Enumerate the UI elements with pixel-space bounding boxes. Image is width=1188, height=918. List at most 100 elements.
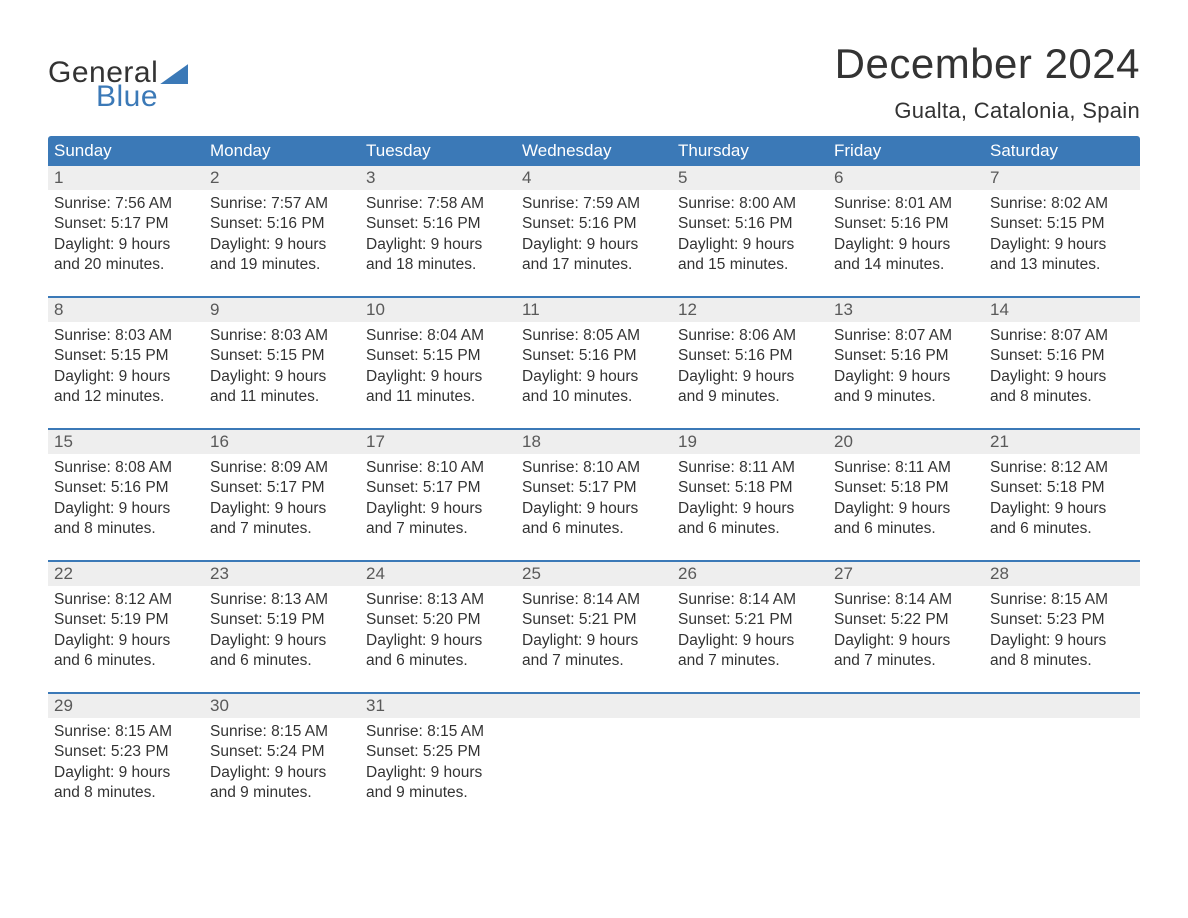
sunset-line: Sunset: 5:16 PM (522, 346, 666, 366)
weekday-friday: Friday (828, 136, 984, 166)
sunset-line: Sunset: 5:16 PM (990, 346, 1134, 366)
day-number: 29 (48, 694, 204, 718)
daylight-line-2: and 10 minutes. (522, 387, 666, 407)
day-number-row: 24 (360, 562, 516, 586)
location: Gualta, Catalonia, Spain (835, 98, 1140, 124)
day-body: Sunrise: 8:15 AMSunset: 5:25 PMDaylight:… (360, 718, 516, 808)
day-body: Sunrise: 8:13 AMSunset: 5:20 PMDaylight:… (360, 586, 516, 676)
sunset-line: Sunset: 5:23 PM (990, 610, 1134, 630)
logo-text-blue: Blue (96, 82, 158, 112)
weekday-tuesday: Tuesday (360, 136, 516, 166)
daylight-line-1: Daylight: 9 hours (522, 499, 666, 519)
daylight-line-2: and 11 minutes. (366, 387, 510, 407)
calendar-day: 23Sunrise: 8:13 AMSunset: 5:19 PMDayligh… (204, 562, 360, 680)
day-number-row: 14 (984, 298, 1140, 322)
day-number-row: 25 (516, 562, 672, 586)
daylight-line-1: Daylight: 9 hours (366, 763, 510, 783)
calendar-day: 29Sunrise: 8:15 AMSunset: 5:23 PMDayligh… (48, 694, 204, 812)
day-number-row: 28 (984, 562, 1140, 586)
daylight-line-1: Daylight: 9 hours (210, 235, 354, 255)
day-body: Sunrise: 8:13 AMSunset: 5:19 PMDaylight:… (204, 586, 360, 676)
day-body: Sunrise: 7:57 AMSunset: 5:16 PMDaylight:… (204, 190, 360, 280)
day-number: 16 (204, 430, 360, 454)
calendar-day: 24Sunrise: 8:13 AMSunset: 5:20 PMDayligh… (360, 562, 516, 680)
day-number-row: 18 (516, 430, 672, 454)
sunrise-line: Sunrise: 8:01 AM (834, 194, 978, 214)
day-body: Sunrise: 8:15 AMSunset: 5:23 PMDaylight:… (984, 586, 1140, 676)
calendar-day: 7Sunrise: 8:02 AMSunset: 5:15 PMDaylight… (984, 166, 1140, 284)
calendar-day: 19Sunrise: 8:11 AMSunset: 5:18 PMDayligh… (672, 430, 828, 548)
day-number-row: 26 (672, 562, 828, 586)
daylight-line-2: and 7 minutes. (522, 651, 666, 671)
daylight-line-1: Daylight: 9 hours (54, 235, 198, 255)
daylight-line-1: Daylight: 9 hours (834, 235, 978, 255)
calendar-day: 4Sunrise: 7:59 AMSunset: 5:16 PMDaylight… (516, 166, 672, 284)
sunset-line: Sunset: 5:21 PM (678, 610, 822, 630)
calendar-day: . (984, 694, 1140, 812)
day-number: 27 (828, 562, 984, 586)
sunset-line: Sunset: 5:16 PM (54, 478, 198, 498)
daylight-line-1: Daylight: 9 hours (54, 499, 198, 519)
daylight-line-1: Daylight: 9 hours (834, 631, 978, 651)
logo-triangle-icon (160, 64, 188, 84)
day-number-row: . (672, 694, 828, 718)
sunset-line: Sunset: 5:15 PM (990, 214, 1134, 234)
day-body: Sunrise: 8:07 AMSunset: 5:16 PMDaylight:… (828, 322, 984, 412)
sunrise-line: Sunrise: 8:12 AM (990, 458, 1134, 478)
daylight-line-1: Daylight: 9 hours (210, 367, 354, 387)
sunrise-line: Sunrise: 8:06 AM (678, 326, 822, 346)
day-number-row: 11 (516, 298, 672, 322)
calendar-page: General Blue December 2024 Gualta, Catal… (0, 0, 1188, 852)
daylight-line-1: Daylight: 9 hours (834, 499, 978, 519)
day-body: Sunrise: 8:03 AMSunset: 5:15 PMDaylight:… (48, 322, 204, 412)
day-number: 28 (984, 562, 1140, 586)
sunrise-line: Sunrise: 8:03 AM (210, 326, 354, 346)
calendar-week: 8Sunrise: 8:03 AMSunset: 5:15 PMDaylight… (48, 296, 1140, 416)
daylight-line-2: and 9 minutes. (210, 783, 354, 803)
day-number-row: 20 (828, 430, 984, 454)
daylight-line-1: Daylight: 9 hours (366, 235, 510, 255)
daylight-line-2: and 7 minutes. (678, 651, 822, 671)
day-number-row: 19 (672, 430, 828, 454)
sunset-line: Sunset: 5:16 PM (522, 214, 666, 234)
daylight-line-2: and 7 minutes. (834, 651, 978, 671)
sunset-line: Sunset: 5:24 PM (210, 742, 354, 762)
sunset-line: Sunset: 5:20 PM (366, 610, 510, 630)
daylight-line-2: and 18 minutes. (366, 255, 510, 275)
calendar-day: 20Sunrise: 8:11 AMSunset: 5:18 PMDayligh… (828, 430, 984, 548)
daylight-line-1: Daylight: 9 hours (54, 631, 198, 651)
day-number-row: 2 (204, 166, 360, 190)
sunset-line: Sunset: 5:16 PM (210, 214, 354, 234)
daylight-line-1: Daylight: 9 hours (210, 763, 354, 783)
calendar-day: 26Sunrise: 8:14 AMSunset: 5:21 PMDayligh… (672, 562, 828, 680)
day-number-row: 4 (516, 166, 672, 190)
calendar-week: 1Sunrise: 7:56 AMSunset: 5:17 PMDaylight… (48, 166, 1140, 284)
daylight-line-2: and 9 minutes. (678, 387, 822, 407)
day-number-row: . (828, 694, 984, 718)
sunrise-line: Sunrise: 8:14 AM (834, 590, 978, 610)
sunset-line: Sunset: 5:16 PM (834, 214, 978, 234)
daylight-line-1: Daylight: 9 hours (678, 631, 822, 651)
day-number-row: 1 (48, 166, 204, 190)
sunrise-line: Sunrise: 8:09 AM (210, 458, 354, 478)
daylight-line-1: Daylight: 9 hours (522, 235, 666, 255)
daylight-line-1: Daylight: 9 hours (990, 235, 1134, 255)
day-body: Sunrise: 7:59 AMSunset: 5:16 PMDaylight:… (516, 190, 672, 280)
day-number-row: 8 (48, 298, 204, 322)
calendar-day: 13Sunrise: 8:07 AMSunset: 5:16 PMDayligh… (828, 298, 984, 416)
day-body: Sunrise: 8:15 AMSunset: 5:24 PMDaylight:… (204, 718, 360, 808)
day-number: 25 (516, 562, 672, 586)
day-number-row: 12 (672, 298, 828, 322)
day-number-row: 6 (828, 166, 984, 190)
daylight-line-2: and 13 minutes. (990, 255, 1134, 275)
daylight-line-2: and 6 minutes. (522, 519, 666, 539)
day-number: 12 (672, 298, 828, 322)
day-number: 23 (204, 562, 360, 586)
sunrise-line: Sunrise: 8:14 AM (522, 590, 666, 610)
daylight-line-2: and 17 minutes. (522, 255, 666, 275)
daylight-line-1: Daylight: 9 hours (366, 631, 510, 651)
daylight-line-1: Daylight: 9 hours (54, 763, 198, 783)
sunset-line: Sunset: 5:22 PM (834, 610, 978, 630)
day-body: Sunrise: 8:09 AMSunset: 5:17 PMDaylight:… (204, 454, 360, 544)
day-number: 21 (984, 430, 1140, 454)
